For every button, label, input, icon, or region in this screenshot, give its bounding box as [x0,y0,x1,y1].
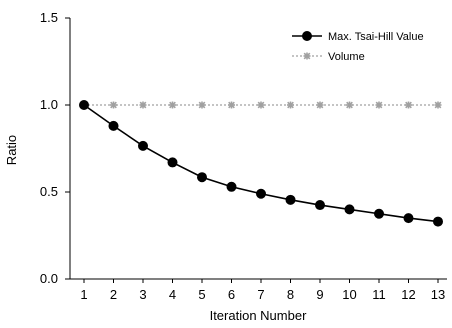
y-tick-label: 0.5 [40,184,58,199]
legend-label: Max. Tsai-Hill Value [328,31,424,43]
data-point-volume [169,101,176,109]
data-point-volume [375,101,383,109]
data-point-tsai-hill [138,140,148,151]
data-point-tsai-hill [108,120,119,131]
legend-label: Volume [328,51,365,63]
x-tick-label: 5 [198,287,205,302]
x-tick-label: 13 [431,287,445,302]
x-ticks: 1 2 3 4 5 6 7 8 9 10 11 12 13 [80,279,445,302]
x-tick-label: 12 [401,287,415,302]
y-ticks: 0.0 0.5 1.0 1.5 [40,10,70,286]
x-tick-label: 2 [110,287,117,302]
data-point-tsai-hill [433,216,443,227]
y-tick-label: 1.5 [40,10,58,25]
x-axis-title: Iteration Number [210,308,307,323]
legend-item-volume: Volume [292,51,365,63]
legend-marker [303,52,311,60]
y-tick-label: 1.0 [40,97,58,112]
data-point-volume [346,101,353,109]
legend: Max. Tsai-Hill Value Volume [292,31,424,63]
x-tick-label: 11 [372,287,386,302]
x-tick-label: 7 [257,287,264,302]
x-tick-label: 6 [228,287,235,302]
axes [69,18,447,280]
legend-marker [302,31,312,41]
data-point-tsai-hill [256,188,266,199]
data-point-tsai-hill [167,157,178,168]
data-point-volume [228,101,235,109]
data-point-tsai-hill [285,194,296,205]
data-point-volume [257,101,265,109]
x-tick-label: 4 [169,287,176,302]
series-line-tsai-hill [83,104,439,223]
x-tick-label: 8 [287,287,294,302]
series-volume [80,101,442,109]
x-tick-label: 3 [139,287,146,302]
data-point-volume [287,101,294,109]
data-point-tsai-hill [226,181,237,192]
legend-item-tsai-hill: Max. Tsai-Hill Value [292,31,424,43]
data-point-tsai-hill [197,172,207,183]
data-point-volume [139,101,147,109]
data-point-volume [434,101,442,109]
x-tick-label: 1 [80,287,87,302]
data-point-tsai-hill [315,200,325,211]
data-point-volume [405,101,412,109]
data-point-tsai-hill [344,204,355,215]
series-tsai-hill [79,100,443,227]
data-point-volume [316,101,324,109]
x-tick-label: 10 [342,287,356,302]
data-point-volume [198,101,206,109]
data-point-volume [110,101,117,109]
y-axis-title: Ratio [4,135,19,165]
y-tick-label: 0.0 [40,271,58,286]
data-point-tsai-hill [403,213,414,224]
series-layer [79,100,443,227]
x-tick-label: 9 [316,287,323,302]
data-point-tsai-hill [374,208,384,219]
data-point-tsai-hill [79,100,89,110]
